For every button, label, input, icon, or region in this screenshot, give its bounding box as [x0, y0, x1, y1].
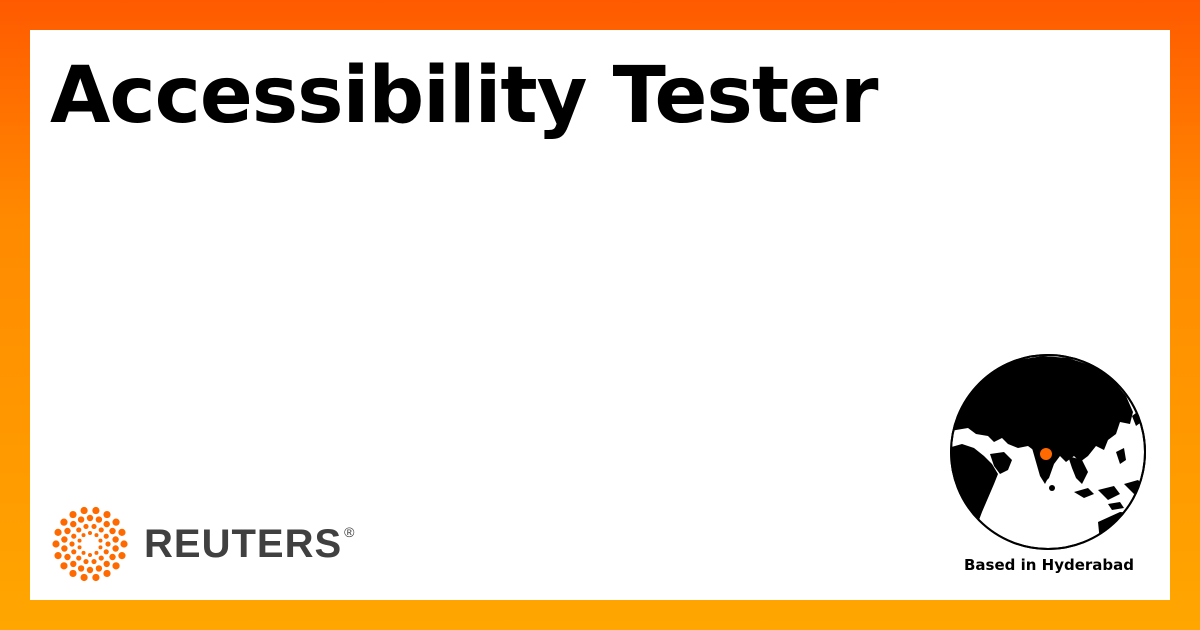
- logo-dot: [112, 518, 120, 526]
- location-block: Based in Hyderabad: [948, 352, 1150, 574]
- logo-dot: [109, 553, 116, 561]
- logo-dot: [61, 545, 68, 552]
- job-title: Accessibility Tester: [50, 51, 878, 141]
- logo-dot: [88, 531, 92, 535]
- logo-dot: [95, 516, 103, 523]
- logo-dot: [71, 549, 77, 555]
- logo-dot: [80, 506, 88, 515]
- logo-dot: [60, 518, 68, 526]
- location-label: Based in Hyderabad: [963, 556, 1135, 574]
- registered-mark: ®: [344, 523, 356, 540]
- logo-dot: [69, 510, 77, 519]
- logo-dot: [70, 520, 77, 528]
- logo-dot: [81, 550, 86, 555]
- logo-dot: [83, 523, 89, 530]
- logo-dot: [112, 536, 119, 543]
- logo-dot: [77, 545, 82, 550]
- logo-dot: [94, 533, 99, 538]
- logo-dot: [92, 506, 100, 515]
- logo-dot: [112, 562, 120, 570]
- logo-dot: [103, 569, 111, 578]
- logo-dot: [76, 527, 82, 533]
- logo-dot: [92, 573, 100, 582]
- logo-dot: [88, 553, 92, 557]
- logo-dot: [109, 527, 116, 535]
- logo-dot: [70, 560, 77, 568]
- logo-dot: [103, 520, 110, 528]
- logo-dot: [103, 549, 109, 555]
- location-pin-icon: [1040, 448, 1052, 460]
- logo-dot: [98, 555, 104, 561]
- logo-dot: [77, 516, 85, 523]
- logo-dot: [118, 528, 126, 536]
- logo-dot: [103, 533, 109, 539]
- logo-dot: [80, 573, 88, 582]
- job-card: Accessibility Tester REUTERS ®: [30, 30, 1170, 600]
- logo-dot: [81, 533, 86, 538]
- globe-icon: [950, 354, 1146, 550]
- logo-dot: [98, 545, 103, 550]
- logo-dot: [120, 540, 128, 548]
- logo-dot: [64, 553, 71, 561]
- logo-dot: [64, 527, 71, 535]
- logo-dot: [86, 566, 94, 574]
- logo-dot: [94, 550, 99, 555]
- brand-wordmark: REUTERS: [144, 521, 343, 566]
- logo-dot: [103, 510, 111, 519]
- logo-dot: [69, 569, 77, 578]
- logo-dot: [76, 555, 82, 561]
- logo-dot: [77, 565, 85, 572]
- logo-dot: [118, 552, 126, 560]
- logo-dot: [91, 558, 97, 565]
- logo-dot: [60, 562, 68, 570]
- logo-dot: [54, 552, 62, 560]
- logo-dot: [112, 545, 119, 552]
- logo-dot: [103, 560, 110, 568]
- reuters-logo: REUTERS ®: [50, 506, 355, 582]
- logo-dot: [71, 533, 77, 539]
- logo-dot: [105, 541, 111, 547]
- logo-dot: [86, 514, 94, 522]
- logo-dot: [69, 541, 75, 547]
- reuters-dot-ring-icon: [52, 506, 128, 582]
- brand-name: REUTERS ®: [144, 522, 355, 567]
- logo-dot: [61, 536, 68, 543]
- logo-dot: [52, 540, 60, 548]
- logo-dot: [77, 538, 82, 543]
- logo-dot: [98, 527, 104, 533]
- logo-dot: [98, 538, 103, 543]
- logo-dot: [83, 558, 89, 565]
- logo-dot: [95, 565, 103, 572]
- logo-dot: [91, 523, 97, 530]
- logo-dot: [54, 528, 62, 536]
